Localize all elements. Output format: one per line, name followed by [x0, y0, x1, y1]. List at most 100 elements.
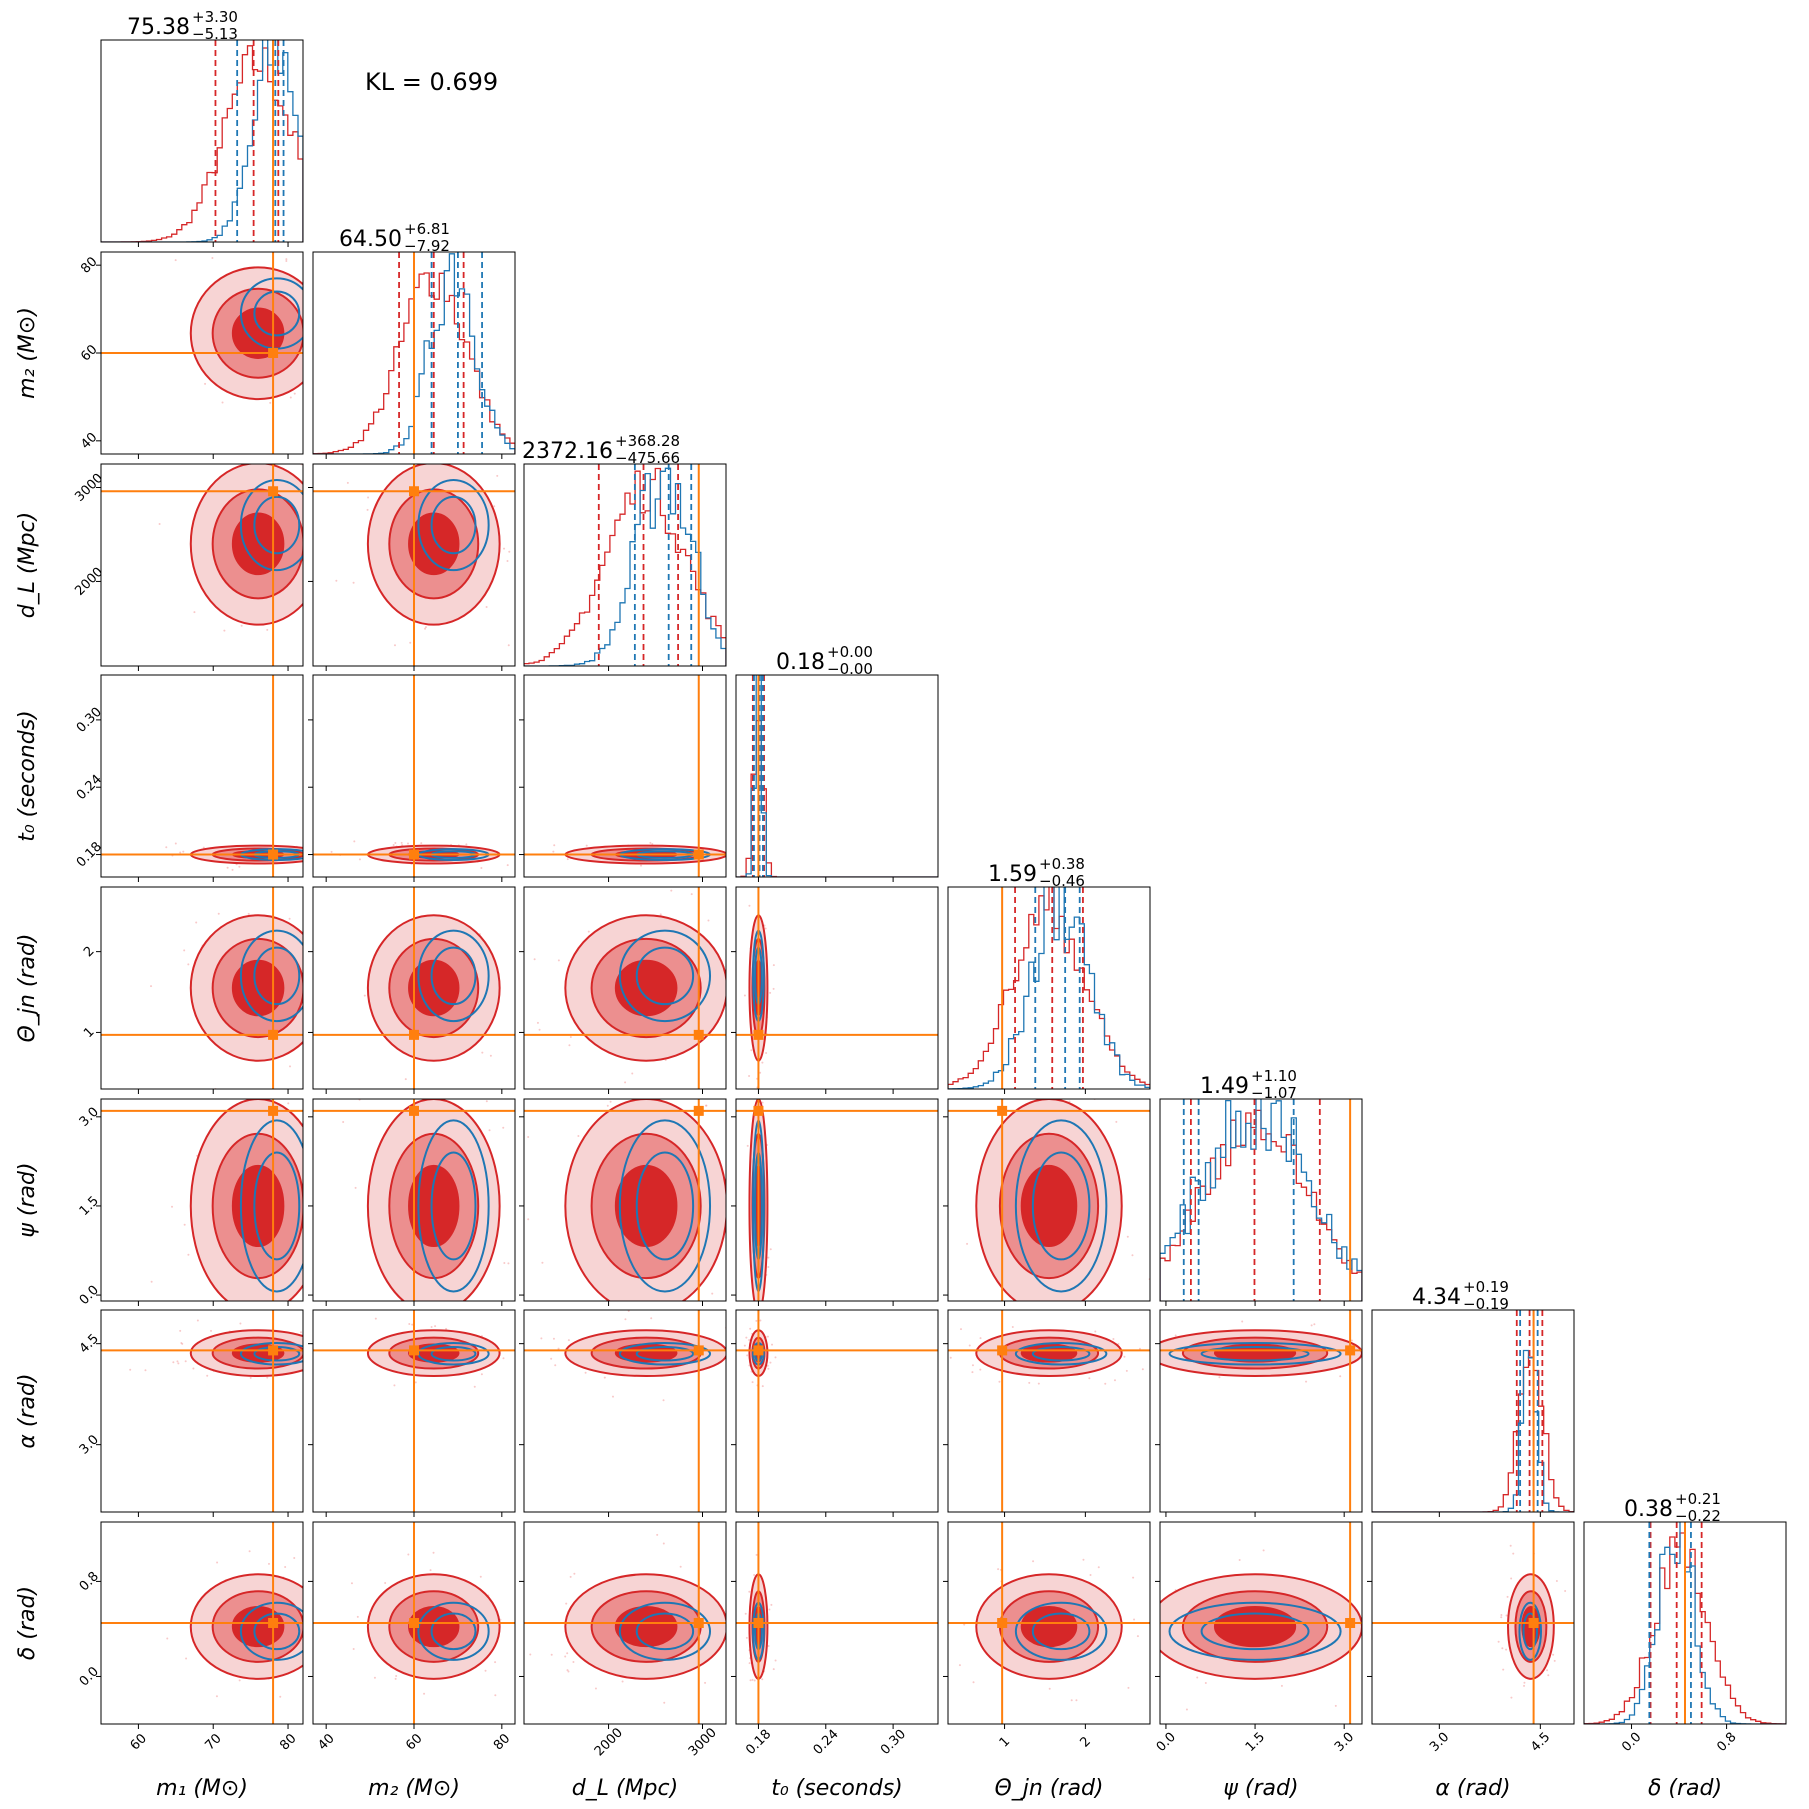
panel-content [313, 1310, 515, 1512]
scatter-point [748, 904, 751, 907]
scatter-point [764, 1061, 766, 1063]
truth-marker [268, 1618, 279, 1628]
y-tick-label: 80 [78, 254, 100, 276]
scatter-point [489, 1054, 492, 1057]
x-tick-label: 0.0 [1619, 1730, 1644, 1755]
scatter-point [593, 1324, 595, 1326]
scatter-point [766, 1335, 769, 1338]
scatter-point [749, 1327, 752, 1330]
marginal-title-minus: −5.13 [192, 25, 238, 43]
scatter-point [662, 1542, 665, 1545]
contour-blue-level-0 [618, 1601, 712, 1661]
marginal-title-plus: +0.21 [1675, 1490, 1721, 1508]
panel-frame [735, 1521, 939, 1725]
scatter-point [480, 1373, 483, 1376]
scatter-point [269, 401, 272, 404]
scatter-point [527, 1135, 530, 1138]
scatter-point [1222, 1513, 1224, 1515]
scatter-point [480, 867, 483, 870]
scatter-point [358, 858, 361, 861]
scatter-point [1497, 1640, 1500, 1643]
scatter-point [289, 1065, 292, 1068]
x-tick-label: 80 [491, 1731, 513, 1753]
panel-content [1372, 1522, 1574, 1724]
contour-blue-level-1 [1200, 1346, 1310, 1362]
panel-psi-vs-m1: 0.0 1.5 3.0 [77, 1098, 304, 1308]
scatter-point [293, 392, 296, 395]
panel-frame [1583, 1521, 1787, 1725]
panel-frame [947, 1098, 1151, 1302]
scatter-point [746, 1343, 748, 1345]
contour-blue-level-1 [253, 1151, 301, 1261]
scatter-point [503, 547, 506, 550]
scatter-point [1419, 1343, 1421, 1345]
scatter-point [217, 912, 220, 915]
scatter-point [294, 236, 296, 238]
panel-psi-vs-theta_jn [943, 1094, 1151, 1306]
scatter-point [494, 1694, 497, 1697]
scatter-point [792, 1669, 794, 1671]
scatter-point [1088, 1377, 1091, 1380]
scatter-point [324, 1368, 326, 1370]
panel-delta-vs-delta: 0.38 +0.21−0.22 0.0 0.8 [1583, 1490, 1787, 1755]
scatter-point [334, 1343, 336, 1345]
scatter-point [444, 1305, 446, 1307]
scatter-point [363, 994, 366, 997]
x-axis-label-m1: m₁ (M⊙) [156, 1776, 248, 1801]
scatter-point [1374, 1617, 1376, 1619]
scatter-point [1334, 1704, 1337, 1707]
x-axis-label-delta: δ (rad) [1648, 1776, 1722, 1801]
scatter-point [216, 1561, 219, 1564]
truth-marker [753, 1105, 764, 1116]
scatter-point [751, 1678, 754, 1681]
scatter-point [1185, 1708, 1188, 1711]
scatter-point [761, 1678, 764, 1681]
scatter-point [300, 1331, 303, 1334]
scatter-point [707, 919, 710, 922]
scatter-point [662, 1399, 665, 1402]
histogram-theta_jn-red [948, 887, 1150, 1089]
scatter-point [704, 1681, 707, 1684]
scatter-point [755, 1319, 758, 1322]
scatter-point [753, 1679, 756, 1682]
scatter-point [1082, 1558, 1085, 1561]
scatter-point [183, 1223, 186, 1226]
panel-frame [1159, 1521, 1363, 1725]
panel-alpha-vs-m1: 3.0 4.5 [77, 1309, 352, 1517]
scatter-point [350, 1338, 352, 1340]
panel-content [524, 464, 726, 666]
scatter-point [309, 944, 311, 946]
scatter-point [743, 994, 746, 997]
scatter-point [649, 841, 652, 844]
scatter-point [270, 449, 272, 451]
scatter-point [734, 851, 736, 853]
scatter-point [436, 1318, 438, 1320]
scatter-point [289, 396, 292, 399]
scatter-point [768, 1608, 771, 1611]
scatter-point [538, 1028, 541, 1031]
scatter-point [631, 1072, 634, 1075]
scatter-point [129, 1368, 132, 1371]
truth-marker [753, 1345, 764, 1356]
scatter-point [1097, 1566, 1100, 1569]
contour-blue-level-1 [635, 1346, 695, 1362]
scatter-point [1382, 1384, 1384, 1386]
histogram-alpha-red [1372, 1356, 1574, 1512]
scatter-point [1500, 1616, 1503, 1619]
scatter-point [447, 1067, 449, 1069]
panel-m1-vs-m1: 75.38 +3.30−5.13 [100, 8, 304, 247]
scatter-point [764, 927, 767, 930]
scatter-point [769, 1248, 772, 1251]
scatter-point [174, 842, 177, 845]
scatter-point [767, 1367, 770, 1370]
scatter-point [745, 1636, 748, 1639]
scatter-point [1070, 1094, 1072, 1096]
scatter-point [226, 866, 229, 869]
scatter-point [529, 1026, 531, 1028]
scatter-point [404, 1078, 407, 1081]
scatter-point [279, 1695, 282, 1698]
scatter-point [308, 1560, 310, 1562]
scatter-point [248, 1550, 251, 1553]
contour-red-level-2 [614, 1605, 678, 1648]
